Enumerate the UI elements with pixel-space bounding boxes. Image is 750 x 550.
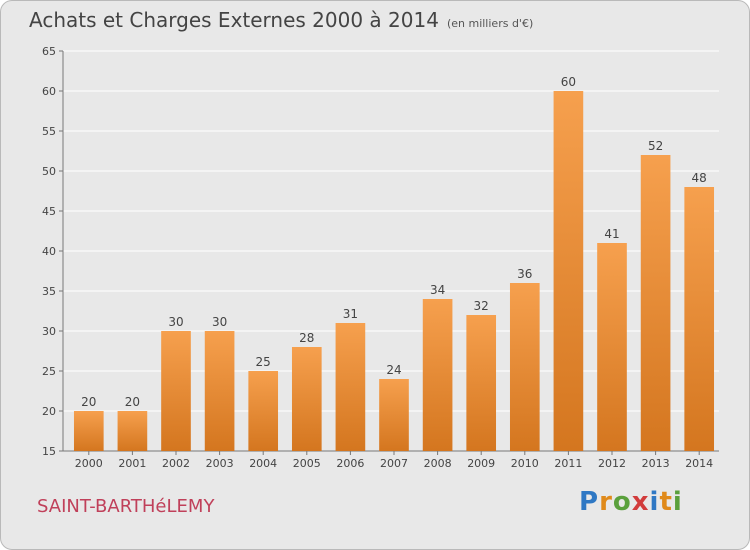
- brand-letter: P: [579, 487, 600, 517]
- x-tick-label: 2012: [598, 457, 626, 470]
- data-label: 20: [81, 395, 96, 409]
- y-tick-label: 45: [42, 205, 56, 218]
- bar: [422, 299, 453, 451]
- x-tick-label: 2005: [293, 457, 321, 470]
- bar: [73, 411, 104, 451]
- data-label: 60: [561, 75, 576, 89]
- x-tick-label: 2006: [336, 457, 364, 470]
- brand-letter: i: [672, 487, 683, 517]
- bar: [640, 155, 671, 451]
- x-tick-label: 2002: [162, 457, 190, 470]
- brand-letter: r: [599, 487, 613, 517]
- data-label: 20: [125, 395, 140, 409]
- data-label: 36: [517, 267, 532, 281]
- y-tick-label: 35: [42, 285, 56, 298]
- y-tick-label: 55: [42, 125, 56, 138]
- x-tick-label: 2004: [249, 457, 277, 470]
- chart-title: Achats et Charges Externes 2000 à 2014 (e…: [29, 8, 533, 32]
- bar: [553, 91, 584, 451]
- label-layer: 20 20 30 30 25 28 31 24 34 32 36 60 41 52 48: [81, 75, 707, 409]
- data-label: 30: [168, 315, 183, 329]
- y-tick-label: 30: [42, 325, 56, 338]
- x-tick-label: 2011: [554, 457, 582, 470]
- brand-letter: i: [649, 487, 660, 517]
- x-tick-label: 2001: [118, 457, 146, 470]
- data-label: 25: [256, 355, 271, 369]
- brand-letter: x: [631, 487, 650, 517]
- place-name: SAINT-BARTHéLEMY: [37, 496, 215, 517]
- chart-unit: (en milliers d'€): [446, 17, 534, 30]
- brand-letter: t: [659, 487, 673, 517]
- y-tick-label: 15: [42, 445, 56, 458]
- brand-logo: Proxiti: [579, 487, 683, 517]
- data-label: 28: [299, 331, 314, 345]
- data-label: 30: [212, 315, 227, 329]
- x-tick-label: 2013: [642, 457, 670, 470]
- x-tick-label: 2003: [206, 457, 234, 470]
- bar: [117, 411, 148, 451]
- data-label: 48: [692, 171, 707, 185]
- bar: [379, 379, 409, 451]
- data-label: 52: [648, 139, 663, 153]
- bar: [204, 331, 235, 451]
- x-tick-label: 2009: [467, 457, 495, 470]
- data-label: 34: [430, 283, 445, 297]
- bar: [291, 347, 322, 451]
- x-tick-label: 2000: [75, 457, 103, 470]
- x-tick-label: 2007: [380, 457, 408, 470]
- bar: [161, 331, 191, 451]
- x-tick-label: 2008: [424, 457, 452, 470]
- y-tick-label: 60: [42, 85, 56, 98]
- y-tick-label: 25: [42, 365, 56, 378]
- brand-letter: o: [612, 487, 632, 517]
- data-label: 32: [474, 299, 489, 313]
- y-tick-label: 20: [42, 405, 56, 418]
- y-tick-label: 65: [42, 45, 56, 58]
- bar: [597, 243, 627, 451]
- bar: [509, 283, 540, 451]
- y-tick-label: 50: [42, 165, 56, 178]
- bar: [248, 371, 279, 451]
- data-label: 31: [343, 307, 358, 321]
- x-tick-label: 2014: [685, 457, 713, 470]
- bar-layer: [73, 91, 715, 451]
- y-tick-label: 40: [42, 245, 56, 258]
- chart-title-text: Achats et Charges Externes 2000 à 2014: [29, 8, 439, 32]
- x-tick-label: 2010: [511, 457, 539, 470]
- bar: [466, 315, 497, 451]
- data-label: 41: [604, 227, 619, 241]
- bar: [335, 323, 366, 451]
- bar: [684, 187, 715, 451]
- data-label: 24: [386, 363, 401, 377]
